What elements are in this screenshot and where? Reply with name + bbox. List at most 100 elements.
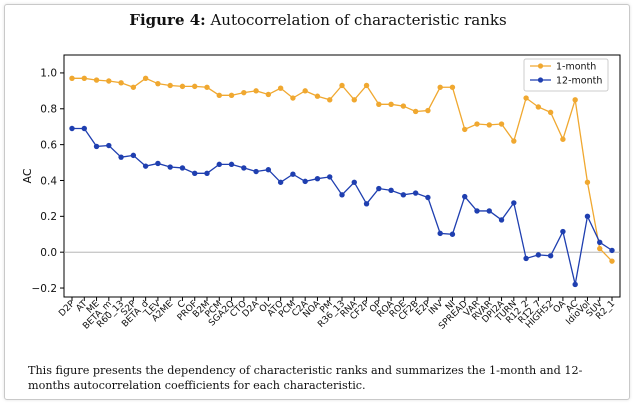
series-12month-point [437,230,443,237]
series-12month-point [498,217,505,223]
series-12month-point [560,228,566,235]
series-1month-point [216,92,222,99]
series-1month-point [498,121,505,127]
y-axis-label: AC [21,168,34,183]
series-1month-point [339,82,345,89]
series-1month-point [425,107,431,114]
series-1month-point [290,95,296,101]
series-12month-point [412,190,419,196]
series-12month-point [547,253,554,259]
x-tick-label: C [176,299,188,311]
series-12month-point [302,178,308,185]
series-12month-point [339,192,345,198]
x-tick-label: D2P [57,299,77,319]
series-1month-point [265,91,272,98]
series-12month-point [253,168,259,175]
series-12month-point [523,255,529,262]
series-1month-point [535,104,542,110]
series-1month-point [106,78,112,84]
series-1month-point [228,92,235,99]
series-12month-point [93,143,100,150]
series-12month-point [228,161,235,168]
series-1month-point [597,245,603,252]
series-12month-point [376,185,382,192]
y-tick-label: 0.0 [40,247,57,259]
figure-caption: This figure presents the dependency of c… [28,364,583,392]
series-1month-point [327,97,333,103]
legend: 1-month 12-month [523,58,609,92]
series-1month-point [302,88,308,94]
series-12month-point [69,125,75,132]
series-1month-point [400,103,407,109]
series-1month-point [547,109,554,116]
series-12month-point [425,194,431,201]
series-12month-point [179,165,186,171]
series-12month-point [474,208,480,214]
series-12month-point [327,174,333,180]
series-12month-point [216,161,222,168]
series-1month-point [69,75,75,82]
series-1month-point [142,75,149,82]
series-1month-point [277,85,284,91]
series-1month-point [363,82,370,89]
series-1month-point [388,101,394,107]
series-12month-point [572,281,578,288]
series-1month-point [314,93,321,99]
legend-label-1month: 1-month [556,62,596,73]
series-1month-point [253,88,259,94]
series-12month-point [400,192,407,198]
series-1month-point [130,84,137,90]
series-12month-point [609,247,615,254]
series-12month-point [167,164,173,170]
series-12month-point [290,171,296,177]
y-tick-label: 0.6 [40,139,57,151]
series-1month-line [72,77,613,262]
legend-box [523,58,609,92]
figure-title: Figure 4: Autocorrelation of characteris… [0,11,636,29]
y-tick-label: 0.8 [40,104,57,116]
series-12month-point [535,252,542,258]
series-1month-point [81,75,87,82]
series-1month-point [204,84,210,90]
series-1month-point [523,95,529,101]
series-12month-point [597,239,603,246]
series-1month-point [486,122,492,128]
series-12month-point [265,167,272,173]
series-12month-point [192,170,198,177]
series-1month-point [351,97,357,103]
series-12month-point [351,179,357,185]
legend-marker-1month [537,63,544,69]
series-12month-point [584,213,591,220]
legend-marker-12month [537,77,544,83]
series-12month-point [486,208,492,214]
series-1month-point [412,108,419,115]
series-1month-point [511,138,517,144]
series-1month-point [376,101,382,107]
series-1month-point [462,126,468,133]
y-tick-label: 0.2 [40,211,57,223]
series-12month-point [462,193,468,200]
series-1month-point [118,80,124,86]
series-1month-point [572,97,578,103]
series-12month-point [277,179,284,185]
series-1month-point [241,89,247,96]
series-1month-point [449,84,456,90]
series-1month-point [93,77,100,83]
series-1month-point [437,84,443,90]
series-1month-point [609,258,615,264]
figure-label: Figure 4: [129,11,206,29]
series-12month-point [81,125,87,132]
series-12month-point [118,154,124,160]
series-1month-point [179,83,186,90]
series-12month-point [142,163,149,169]
series-1month-point [474,121,480,127]
series-1month-point [560,136,566,142]
series-1month-point [155,80,161,87]
series-12month-line [72,127,613,285]
series-12month-point [155,160,161,167]
figure-title-text: Autocorrelation of characteristic ranks [210,11,507,29]
series-group [69,75,615,288]
y-tick-label: 1.0 [40,68,57,80]
